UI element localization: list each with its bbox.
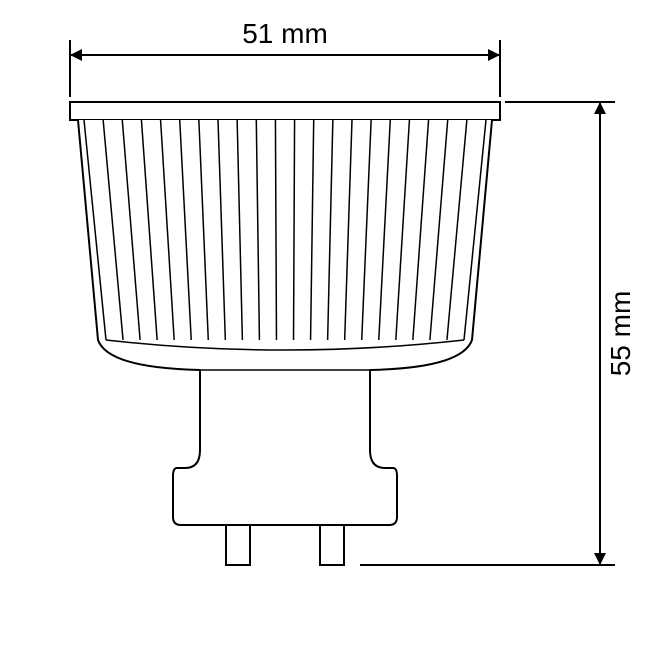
height-dimension-label: 55 mm — [605, 291, 636, 377]
bulb-dimension-diagram: 51 mm 55 mm — [0, 0, 650, 650]
width-dimension-label: 51 mm — [242, 18, 328, 49]
